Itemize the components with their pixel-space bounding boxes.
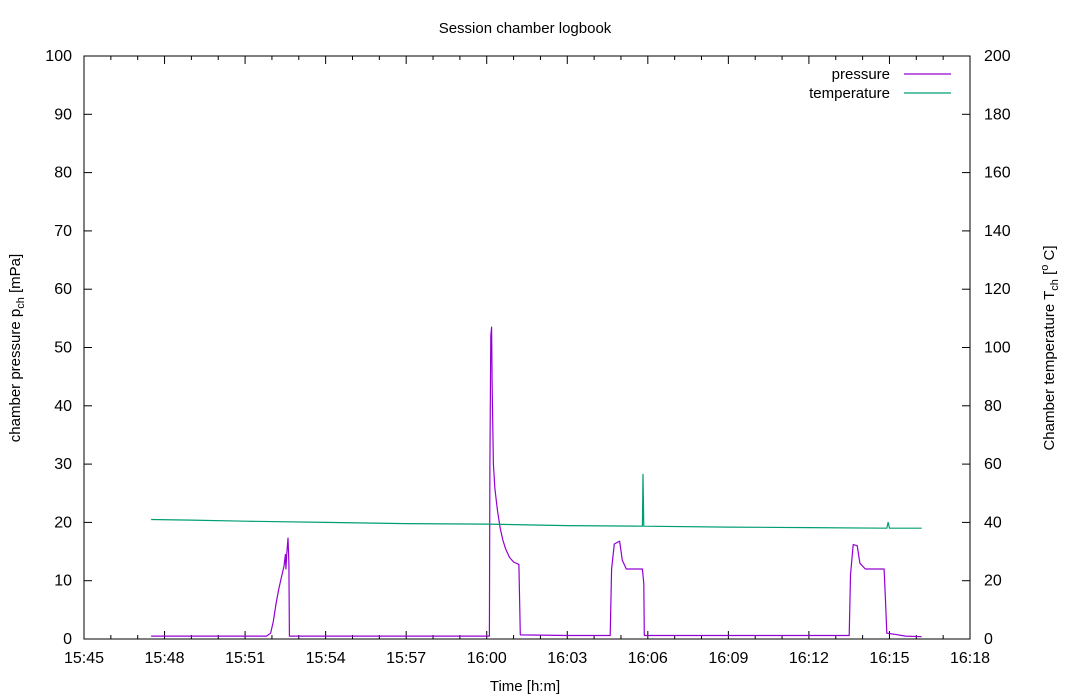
y-tick-label: 60 [54,281,72,298]
legend-label-pressure: pressure [832,66,890,83]
y-axis-title-unit: [mPa] [7,254,24,297]
y-tick-label: 20 [54,514,72,531]
y-axis-title: chamber pressure pch [mPa] [7,254,27,442]
y2-tick-label: 140 [984,223,1011,240]
y2-axis-title-superscript: o [1039,265,1051,271]
axes: 15:45 15:48 15:51 15:54 15:57 16:00 16:03 16:06… [45,48,1011,667]
chart-title: Session chamber logbook [439,20,612,37]
x-tick-label: 16:12 [789,650,829,667]
y-tick-label: 0 [63,631,72,648]
series-lines [151,326,922,638]
x-tick-label: 16:15 [869,650,909,667]
x-tick-label: 15:51 [225,650,265,667]
y-tick-label: 10 [54,573,72,590]
x-tick-label: 16:03 [547,650,587,667]
y2-tick-label: 80 [984,398,1002,415]
y-tick-label: 90 [54,106,72,123]
y-axis-title-subscript: ch [15,297,27,309]
y2-axis-title-mid: [ [1041,270,1058,279]
y-tick-label: 40 [54,398,72,415]
legend-label-temperature: temperature [809,85,890,102]
x-axis-title: Time [h:m] [490,678,560,695]
y2-axis-title-main: Chamber temperature T [1041,291,1058,451]
series-line-temperature [151,473,922,529]
x-tick-label: 16:00 [467,650,507,667]
x-tick-label: 15:57 [386,650,426,667]
y2-tick-label: 160 [984,165,1011,182]
y2-tick-label: 40 [984,514,1002,531]
y2-axis-title-subscript: ch [1049,279,1061,291]
x-tick-label: 16:06 [628,650,668,667]
y-tick-label: 80 [54,165,72,182]
y2-tick-label: 60 [984,456,1002,473]
y2-axis-title: Chamber temperature Tch [o C] [1039,245,1061,450]
y-tick-label: 50 [54,340,72,357]
y-tick-label: 30 [54,456,72,473]
x-tick-label: 15:54 [306,650,346,667]
y2-tick-label: 100 [984,340,1011,357]
x-tick-label: 15:45 [64,650,104,667]
x-tick-label: 15:48 [145,650,185,667]
y2-tick-label: 200 [984,48,1011,65]
y-axis-title-main: chamber pressure p [7,309,24,442]
y-tick-label: 100 [45,48,72,65]
y2-tick-label: 20 [984,573,1002,590]
legend: pressure temperature [809,66,951,102]
y-tick-label: 70 [54,223,72,240]
x-tick-label: 16:18 [950,650,990,667]
y2-tick-label: 120 [984,281,1011,298]
x-tick-label: 16:09 [708,650,748,667]
y2-tick-label: 0 [984,631,993,648]
y2-tick-label: 180 [984,106,1011,123]
y2-axis-title-unit: C] [1041,245,1058,264]
series-line-pressure [151,326,922,638]
